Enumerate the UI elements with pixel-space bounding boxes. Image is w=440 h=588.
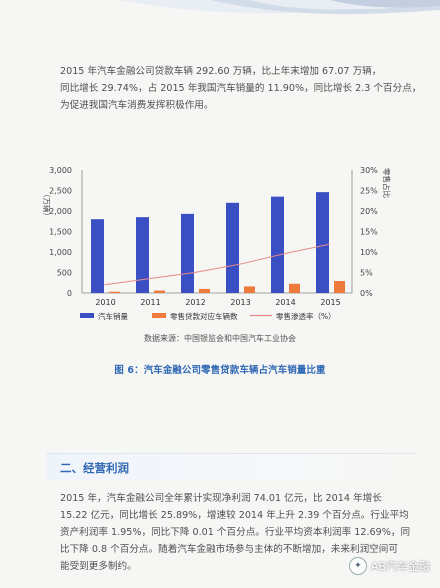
legend-label: 零售渗透率（%） <box>276 311 336 321</box>
y-tick-label-left: 1,000 <box>49 248 72 257</box>
intro-line: 2015 年汽车金融公司贷款车辆 292.60 万辆，比上年末增加 67.07 … <box>60 66 382 77</box>
legend-swatch <box>152 313 166 318</box>
line-retail-penetration <box>104 243 330 286</box>
x-tick-label: 2010 <box>95 298 115 307</box>
bar-auto-sales <box>136 217 149 293</box>
bar-retail-loan-vehicles <box>199 288 210 293</box>
bar-auto-sales <box>271 196 284 293</box>
header-swoosh-decoration <box>120 0 440 15</box>
y-tick-label-right: 20% <box>360 207 378 216</box>
loan-vehicles-chart: 0 500 1,000 1,500 2,000 2,500 3,000 0% 5% 10% 15% 2… <box>42 166 392 321</box>
figure-caption: 图 6：汽车金融公司零售贷款车辆占汽车销量比重 <box>114 365 326 376</box>
bar-retail-loan-vehicles <box>154 290 165 293</box>
legend-label: 汽车销量 <box>98 311 128 321</box>
profit-line: 能受到更多制约。 <box>60 561 137 572</box>
y-tick-label-left: 2,000 <box>49 207 72 216</box>
profit-paragraph: 2015 年，汽车金融公司全年累计实现净利润 74.01 亿元，比 2014 年… <box>60 490 410 575</box>
profit-line: 资产利润率 1.95%，同比下降 0.01 个百分点。行业平均资本利润率 12.… <box>60 527 411 538</box>
section-header-bar: 二、经营利润 <box>46 453 416 480</box>
bar-auto-sales <box>91 219 104 293</box>
legend-swatch <box>80 313 94 318</box>
intro-line: 为促进我国汽车消费发挥积极作用。 <box>60 100 214 111</box>
profit-line: 2015 年，汽车金融公司全年累计实现净利润 74.01 亿元，比 2014 年… <box>60 493 382 504</box>
profit-line: 比下降 0.8 个百分点。随着汽车金融市场参与主体的不断增加，未来利润空间可 <box>60 544 398 555</box>
y-tick-label-left: 0 <box>67 289 72 298</box>
x-tick-label: 2014 <box>275 298 295 307</box>
x-tick-label: 2015 <box>320 298 340 307</box>
y-tick-label-left: 500 <box>57 269 72 278</box>
y-tick-label-right: 15% <box>360 228 378 237</box>
watermark-text: AB汽车金融 <box>370 560 430 573</box>
y-tick-label-right: 30% <box>360 166 378 175</box>
x-tick-label: 2011 <box>140 298 160 307</box>
y-tick-label-right: 5% <box>360 269 373 278</box>
y-tick-label-right: 0% <box>360 289 373 298</box>
wechat-watermark: ✦ AB汽车金融 <box>348 557 430 575</box>
bar-retail-loan-vehicles <box>109 291 120 293</box>
profit-line: 15.22 亿元，同比增长 25.89%，增速较 2014 年上升 2.39 个… <box>60 510 409 521</box>
bar-retail-loan-vehicles <box>289 283 300 293</box>
legend-label: 零售贷款对应车辆数 <box>170 311 238 321</box>
y-tick-label-left: 3,000 <box>49 166 72 175</box>
y-tick-label-right: 10% <box>360 248 378 257</box>
y-tick-label-left: 2,500 <box>49 187 72 196</box>
y-tick-label-left: 1,500 <box>49 228 72 237</box>
bar-retail-loan-vehicles <box>244 286 255 293</box>
x-tick-label: 2012 <box>185 298 205 307</box>
y-axis-title-right: 零售占比 <box>382 168 392 198</box>
y-axis-title-left: （万辆） <box>42 190 52 220</box>
section-title: 二、经营利润 <box>60 461 129 475</box>
wechat-icon: ✦ <box>348 557 367 575</box>
intro-paragraph: 2015 年汽车金融公司贷款车辆 292.60 万辆，比上年末增加 67.07 … <box>60 63 422 114</box>
source-note: 数据来源：中国银监会和中国汽车工业协会 <box>144 334 296 343</box>
bar-auto-sales <box>316 192 329 293</box>
intro-line: 同比增长 29.74%，占 2015 年我国汽车销量的 11.90%，同比增长 … <box>60 83 422 94</box>
bar-auto-sales <box>181 213 194 293</box>
y-tick-label-right: 25% <box>360 187 378 196</box>
bar-retail-loan-vehicles <box>334 281 345 293</box>
x-tick-label: 2013 <box>230 298 250 307</box>
bar-auto-sales <box>226 202 239 293</box>
